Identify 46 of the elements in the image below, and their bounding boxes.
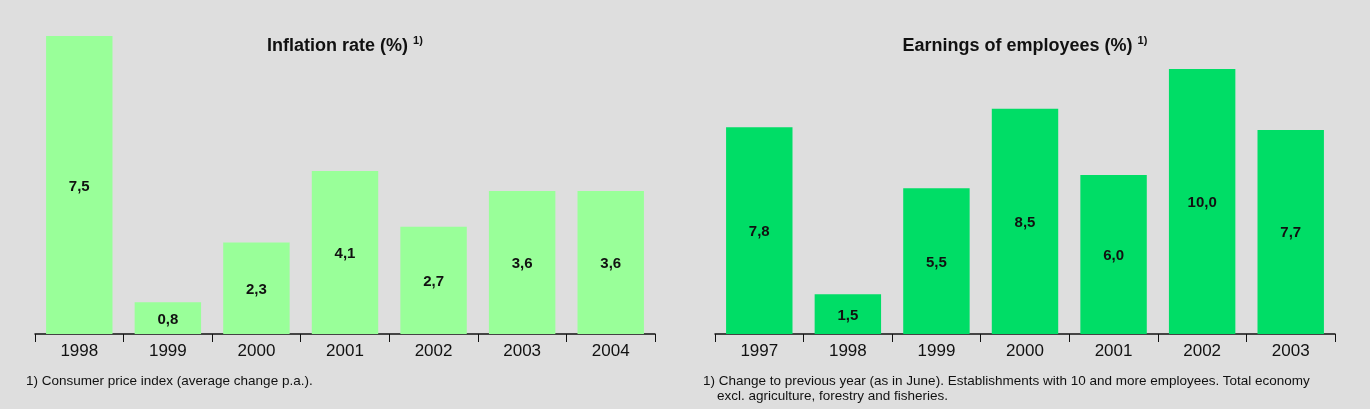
bar	[400, 226, 467, 334]
x-tick-label: 2001	[326, 341, 364, 360]
x-tick-label: 2002	[414, 341, 453, 360]
data-label: 7,7	[1280, 223, 1302, 241]
data-label: 10,0	[1187, 193, 1217, 210]
bar	[1257, 129, 1324, 334]
data-label: 8,5	[1014, 212, 1036, 230]
x-tick-label: 1998	[828, 341, 867, 360]
data-label: 3,6	[600, 253, 622, 271]
chart-title: Inflation rate (%) $^{1)}$	[267, 34, 423, 56]
x-tick-label: 1999	[917, 341, 956, 360]
data-label: 7,8	[748, 222, 770, 240]
bar	[726, 127, 793, 334]
data-label: 7,5	[68, 176, 90, 194]
x-tick-label: 2004	[591, 341, 630, 360]
x-tick-label: 2001	[1094, 341, 1133, 360]
x-tick-label: 2003	[1271, 341, 1310, 360]
x-tick-label: 2003	[503, 341, 542, 360]
x-tick-label: 2000	[1006, 341, 1044, 360]
data-label: 3,6	[511, 253, 533, 271]
text: 1) Consumer price index (average change p.a.).	[26, 373, 314, 388]
x-tick-label: 2002	[1183, 341, 1222, 360]
bar	[1080, 175, 1147, 334]
bar	[814, 294, 882, 334]
data-label: 4,1	[334, 244, 356, 262]
x-tick-label: 1998	[60, 341, 99, 360]
data-label: 0,8	[157, 309, 179, 327]
bar	[311, 171, 379, 334]
bar	[488, 190, 556, 334]
bar	[577, 190, 644, 334]
x-tick-label: 1997	[740, 341, 779, 360]
x-tick-label: 2000	[237, 341, 276, 360]
data-label: 2,3	[246, 279, 267, 297]
x-tick-label: 1999	[148, 341, 187, 360]
bar	[134, 302, 202, 334]
text: 1) Change to previous year (as in June). Establishments with 10 and more employees. Total economy excl. agriculture, forestry and fisheries.	[703, 373, 1311, 403]
chart-title: Earnings of employees (%) $^{1)}$	[902, 34, 1148, 56]
bar	[46, 36, 113, 334]
data-label: 2,7	[423, 271, 444, 289]
data-label: 6,0	[1103, 246, 1124, 263]
bar	[1168, 69, 1236, 334]
bar	[223, 242, 290, 334]
bar	[903, 188, 970, 334]
data-label: 1,5	[837, 305, 859, 323]
bar	[991, 108, 1059, 334]
data-label: 5,5	[926, 252, 947, 270]
